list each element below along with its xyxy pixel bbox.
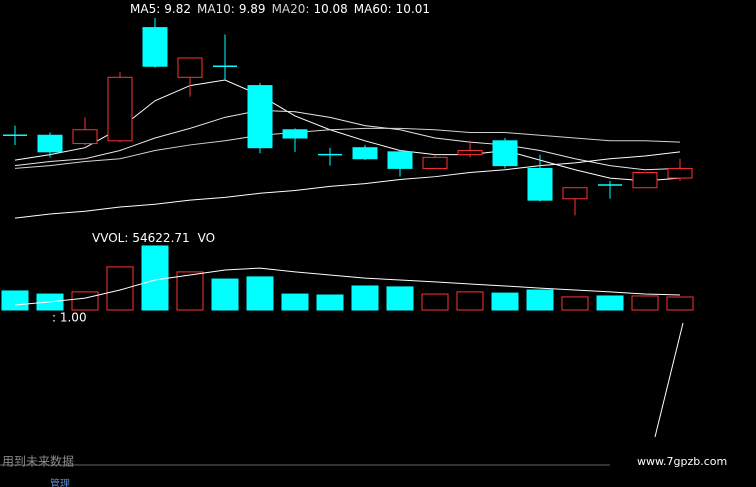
volume-bar bbox=[351, 285, 379, 311]
volume-bar bbox=[456, 291, 484, 311]
volume-bar bbox=[631, 295, 659, 311]
website: www.7gpzb.com bbox=[637, 455, 727, 468]
candle-body bbox=[667, 167, 693, 179]
legend-name: MA60: bbox=[354, 2, 392, 16]
candle-body bbox=[142, 27, 168, 67]
candle-body bbox=[632, 172, 658, 189]
ma-line bbox=[14, 127, 681, 169]
legend-value: 10.08 bbox=[313, 2, 347, 16]
volume-bar bbox=[176, 271, 204, 311]
legend-name: VVOL: bbox=[92, 231, 128, 245]
volume-bar bbox=[316, 294, 344, 311]
legend-name: MA20: bbox=[272, 2, 310, 16]
legend-value: 9.89 bbox=[239, 2, 266, 16]
candle-body bbox=[527, 167, 553, 201]
volume-bar bbox=[421, 293, 449, 311]
drawn-line bbox=[654, 322, 684, 438]
candle-body bbox=[457, 149, 483, 156]
candle-body bbox=[247, 85, 273, 149]
volume-bar bbox=[526, 289, 554, 311]
volume-bar bbox=[211, 278, 239, 311]
legend-name: MA10: bbox=[197, 2, 235, 16]
volume-legend: VVOL: 54622.71 VO bbox=[92, 231, 215, 245]
legend-value: 9.82 bbox=[164, 2, 191, 16]
volume-bar bbox=[386, 286, 414, 311]
candle-body bbox=[37, 134, 63, 153]
candle-body bbox=[352, 147, 378, 160]
indicator-label: : 1.00 bbox=[52, 311, 87, 325]
volume-bar bbox=[561, 296, 589, 311]
volume-bar bbox=[106, 266, 134, 311]
legend-name: MA5: bbox=[130, 2, 160, 16]
candle-body bbox=[387, 151, 413, 169]
volume-bar bbox=[281, 293, 309, 311]
volume-bar bbox=[596, 295, 624, 311]
footer-tab[interactable]: 管理 bbox=[50, 477, 70, 487]
ma-line bbox=[14, 109, 681, 171]
candle-body bbox=[177, 57, 203, 78]
legend-value: 10.01 bbox=[396, 2, 430, 16]
candle-body bbox=[562, 187, 588, 200]
volume-bar bbox=[1, 290, 29, 311]
footer-note: 用到未来数据 bbox=[2, 454, 74, 469]
price-legend: MA5: 9.82 MA10: 9.89 MA20: 10.08 MA60: 10.01 bbox=[130, 2, 430, 16]
ma-line bbox=[14, 151, 681, 219]
volume-bar bbox=[71, 291, 99, 311]
volume-bar bbox=[491, 292, 519, 311]
volume-ma-line bbox=[14, 267, 681, 306]
volume-bar bbox=[666, 296, 694, 311]
candle-body bbox=[107, 76, 133, 142]
volume-bar bbox=[141, 245, 169, 311]
volume-bar bbox=[246, 276, 274, 311]
candle-body bbox=[492, 140, 518, 167]
candle-body bbox=[72, 129, 98, 145]
legend-name: VO bbox=[198, 231, 215, 245]
candle-body bbox=[422, 156, 448, 169]
legend-value: 54622.71 bbox=[132, 231, 189, 245]
candle-body bbox=[282, 129, 308, 139]
